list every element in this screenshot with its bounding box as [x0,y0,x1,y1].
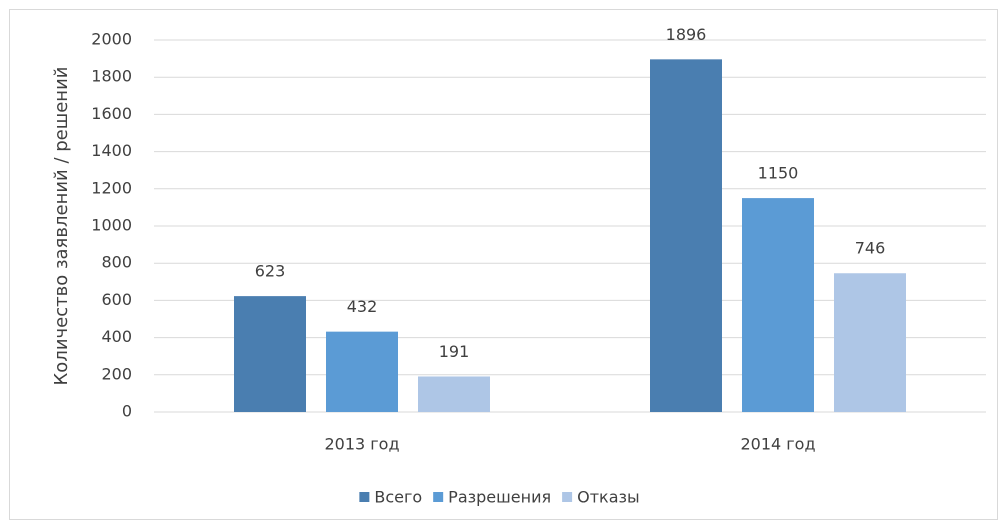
bar [742,198,814,412]
data-label: 1150 [758,164,799,183]
y-tick-label: 600 [101,290,132,309]
data-label: 1896 [666,25,707,44]
y-tick-label: 1000 [91,216,132,235]
bar [650,59,722,413]
y-tick-label: 1200 [91,178,132,197]
y-axis-label: Количество заявлений / решений [51,67,72,386]
data-label: 623 [255,262,286,281]
legend-label: Всего [374,488,422,507]
legend-label: Разрешения [448,488,551,507]
legend-swatch [433,492,444,502]
y-tick-label: 400 [101,327,132,346]
y-tick-label: 2000 [91,30,132,49]
y-tick-label: 0 [122,402,132,421]
y-tick-label: 800 [101,253,132,272]
y-tick-label: 1600 [91,104,132,123]
y-tick-label: 1400 [91,141,132,160]
bar [834,273,906,412]
data-label: 432 [347,297,378,316]
legend-swatch [359,492,370,502]
bar [418,376,490,412]
y-tick-label: 200 [101,364,132,383]
chart-border [9,9,998,520]
legend-swatch [562,492,573,502]
x-tick-label: 2014 год [740,435,815,454]
data-label: 191 [439,342,470,361]
legend-label: Отказы [577,488,640,507]
y-tick-label: 1800 [91,67,132,86]
x-tick-label: 2013 год [324,435,399,454]
data-label: 746 [855,239,886,258]
bar [326,331,398,412]
bar [234,296,306,412]
